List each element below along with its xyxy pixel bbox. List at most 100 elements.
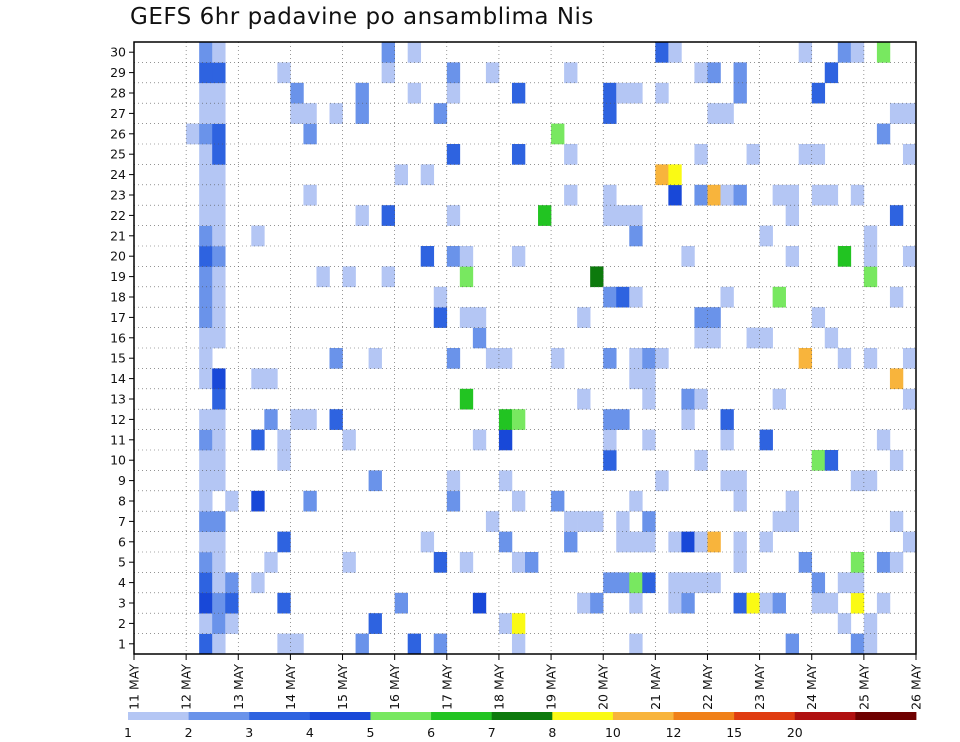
heatmap-cell (603, 409, 617, 430)
heatmap-cell (199, 123, 213, 145)
y-tick-label: 19 (110, 269, 126, 284)
heatmap-cell (498, 409, 513, 430)
y-tick-label: 17 (110, 310, 126, 325)
heatmap-cell (459, 307, 474, 328)
heatmap-cell (472, 592, 487, 614)
heatmap-cell (707, 184, 721, 206)
heatmap-cell (264, 368, 278, 390)
heatmap-cell (655, 82, 669, 104)
heatmap-cell (303, 123, 317, 145)
heatmap-cell (368, 348, 382, 369)
heatmap-cell (225, 572, 239, 594)
heatmap-cell (212, 266, 226, 288)
heatmap-cell (707, 62, 721, 84)
heatmap-cell (303, 409, 317, 430)
heatmap-cell (212, 82, 226, 104)
heatmap-cell (876, 429, 891, 451)
heatmap-cell (381, 62, 395, 84)
heatmap-cell (733, 531, 747, 553)
heatmap-cell (629, 286, 643, 308)
heatmap-cell (459, 552, 474, 573)
heatmap-cell (616, 531, 630, 553)
heatmap-cell (199, 409, 213, 430)
heatmap-cell (629, 490, 643, 512)
x-tick-label: 11 MAY (127, 664, 142, 710)
heatmap-cell (199, 103, 213, 124)
x-tick-label: 20 MAY (596, 664, 611, 710)
heatmap-cell (303, 184, 317, 206)
heatmap-cell (616, 82, 630, 104)
heatmap-cell (551, 490, 565, 512)
heatmap-cell (811, 82, 826, 104)
y-tick-label: 15 (110, 351, 126, 366)
heatmap-cell (902, 144, 917, 165)
heatmap-cell (837, 246, 852, 267)
y-tick-label: 21 (110, 228, 126, 243)
heatmap-cell (616, 409, 630, 430)
heatmap-cell (694, 388, 708, 410)
heatmap-cell (277, 592, 291, 614)
heatmap-cell (225, 490, 239, 512)
heatmap-cell (251, 225, 265, 247)
heatmap-cell (511, 490, 526, 512)
heatmap-cell (733, 490, 747, 512)
heatmap-cell (511, 552, 526, 573)
heatmap-cell (798, 552, 813, 573)
y-tick-label: 25 (110, 147, 126, 162)
heatmap-cell (355, 103, 369, 124)
heatmap-cell (381, 205, 395, 226)
heatmap-cell (785, 184, 799, 206)
heatmap-cell (694, 531, 708, 553)
heatmap-cell (889, 450, 904, 471)
heatmap-cell (694, 184, 708, 206)
heatmap-cell (329, 409, 343, 430)
x-tick-label: 15 MAY (335, 664, 350, 710)
heatmap-cell (433, 103, 448, 124)
colorbar-swatch (734, 712, 796, 720)
heatmap-cell (850, 470, 865, 492)
heatmap-cell (199, 531, 213, 553)
heatmap-cell (837, 572, 852, 594)
heatmap-cell (603, 184, 617, 206)
heatmap-cell (603, 205, 617, 226)
heatmap-cell (577, 511, 591, 532)
heatmap-cell (759, 225, 773, 247)
heatmap-cell (433, 286, 448, 308)
heatmap-cell (590, 592, 604, 614)
heatmap-cell (603, 429, 617, 451)
heatmap-cell (329, 348, 343, 369)
heatmap-cell (277, 62, 291, 84)
y-tick-label: 9 (118, 473, 126, 488)
plot-frame (133, 41, 917, 655)
colorbar-swatch (552, 712, 614, 720)
heatmap-cell (303, 103, 317, 124)
heatmap-cell (668, 42, 682, 63)
heatmap-cell (290, 82, 304, 104)
heatmap-cell (407, 82, 422, 104)
heatmap-cell (655, 42, 669, 63)
heatmap-cell (564, 531, 578, 553)
heatmap-cell (876, 123, 891, 145)
heatmap-cell (420, 246, 435, 267)
colorbar-label: 3 (245, 725, 253, 740)
heatmap-cell (889, 103, 904, 124)
y-tick-label: 11 (110, 432, 126, 447)
heatmap-cell (199, 429, 213, 451)
heatmap-cell (824, 450, 839, 471)
heatmap-cell (681, 531, 695, 553)
heatmap-cell (511, 613, 526, 634)
colorbar-label: 8 (548, 725, 556, 740)
heatmap-cell (733, 184, 747, 206)
heatmap-cell (212, 205, 226, 226)
colorbar-label: 2 (185, 725, 193, 740)
x-tick-label: 14 MAY (283, 664, 298, 710)
heatmap-cell (199, 144, 213, 165)
heatmap-cell (329, 103, 343, 124)
heatmap-cell (446, 144, 461, 165)
heatmap-cell (876, 592, 891, 614)
heatmap-cell (251, 429, 265, 451)
heatmap-cell (212, 450, 226, 471)
heatmap-cell (264, 409, 278, 430)
heatmap-cell (863, 266, 878, 288)
y-tick-label: 10 (110, 453, 126, 468)
